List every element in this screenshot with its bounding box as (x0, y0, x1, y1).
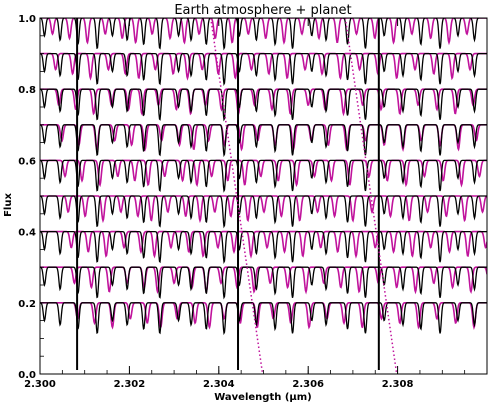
telluric-spectrum-line (40, 230, 487, 264)
telluric-spectrum-line (40, 124, 487, 158)
x-tick-label: 2.300 (24, 379, 56, 390)
y-tick-label: 0.6 (18, 156, 36, 167)
y-tick-label: 0.4 (18, 228, 36, 239)
x-tick-label: 2.302 (114, 379, 146, 390)
telluric-spectrum-line (40, 266, 487, 300)
tick-labels: 2.300 2.302 2.304 2.306 2.308 0.0 0.2 0.4 0.6 0.8… (18, 14, 413, 390)
telluric-spectrum-line (40, 52, 487, 86)
y-tick-label: 1.0 (18, 14, 36, 25)
plot-area (40, 18, 487, 374)
planet-spectrum-line (40, 195, 487, 224)
telluric-spectrum-line (40, 18, 487, 51)
y-tick-label: 0.8 (18, 85, 36, 96)
planet-spectrum-line (40, 18, 487, 46)
y-tick-label: 0.2 (18, 299, 36, 310)
telluric-spectrum-line (40, 302, 487, 336)
telluric-spectrum-line (40, 195, 487, 229)
axes (39, 17, 488, 375)
y-axis-title: Flux (3, 193, 14, 217)
x-axis-title: Wavelength (μm) (214, 392, 312, 403)
x-tick-label: 2.306 (292, 379, 324, 390)
telluric-spectrum-line (40, 88, 487, 122)
y-tick-label: 0.0 (18, 370, 36, 381)
chart-title: Earth atmosphere + planet (174, 3, 351, 18)
x-tick-label: 2.308 (382, 379, 414, 390)
telluric-spectrum-line (40, 159, 487, 193)
x-tick-label: 2.304 (203, 379, 235, 390)
